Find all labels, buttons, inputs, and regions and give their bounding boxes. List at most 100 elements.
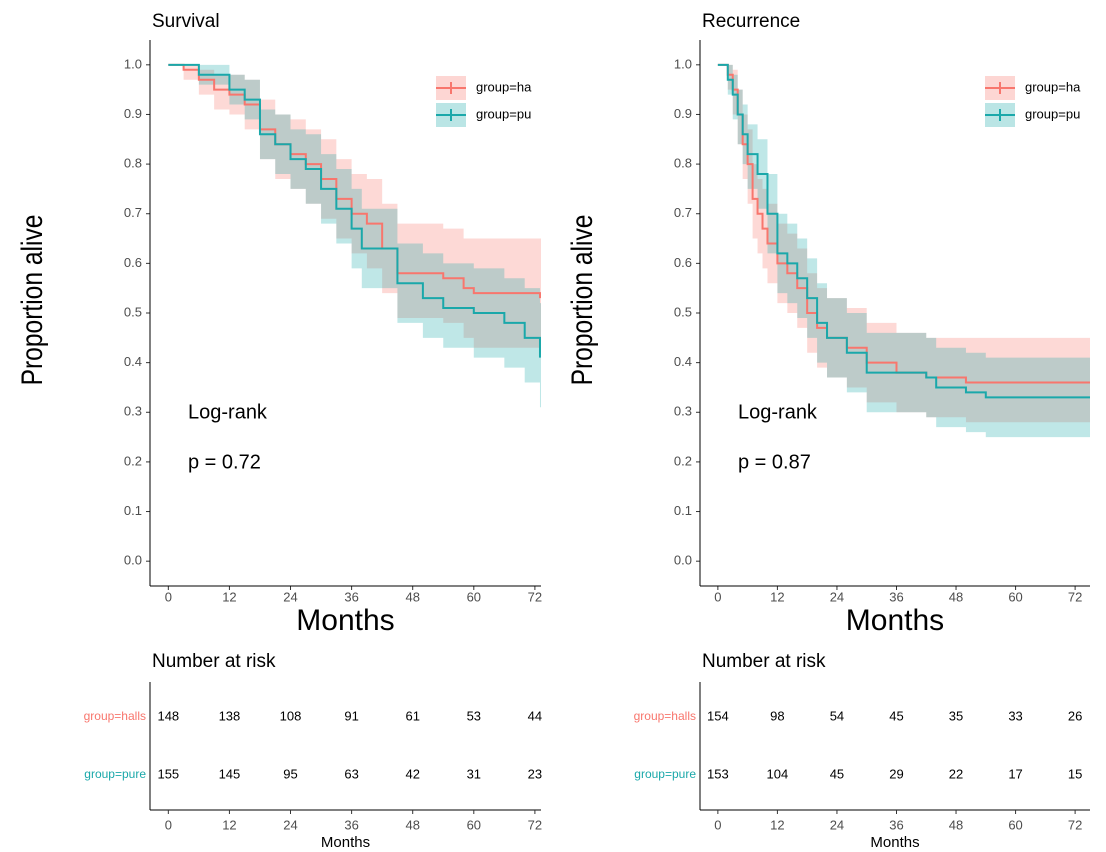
y-tick-label: 1.0	[124, 56, 142, 71]
risk-row-label: group=halls	[634, 709, 696, 723]
risk-count: 153	[707, 766, 729, 781]
risk-count: 138	[219, 708, 241, 723]
risk-count: 98	[770, 708, 784, 723]
y-tick-label: 0.7	[124, 205, 142, 220]
x-tick-label: 0	[165, 589, 172, 604]
risk-count: 26	[1068, 708, 1082, 723]
x-tick-label: 72	[1068, 589, 1082, 604]
risk-row-label: group=pure	[84, 767, 146, 781]
annotation: Log-rank	[738, 401, 818, 423]
risk-count: 148	[157, 708, 179, 723]
y-tick-label: 0.5	[674, 304, 692, 319]
risk-x-tick-label: 48	[405, 817, 419, 832]
y-tick-label: 0.9	[124, 106, 142, 121]
risk-x-tick-label: 0	[165, 817, 172, 832]
risk-table-title: Number at risk	[152, 651, 276, 672]
risk-x-tick-label: 12	[222, 817, 236, 832]
risk-count: 63	[344, 766, 358, 781]
risk-count: 61	[405, 708, 419, 723]
risk-count: 15	[1068, 766, 1082, 781]
y-tick-label: 0.1	[674, 503, 692, 518]
y-tick-label: 0.3	[674, 404, 692, 419]
risk-count: 154	[707, 708, 729, 723]
x-tick-label: 60	[467, 589, 481, 604]
risk-row-label: group=halls	[84, 709, 146, 723]
risk-count: 155	[157, 766, 179, 781]
risk-x-tick-label: 24	[830, 817, 844, 832]
y-tick-label: 0.5	[124, 304, 142, 319]
y-tick-label: 0.0	[674, 553, 692, 568]
risk-x-tick-label: 60	[1008, 817, 1022, 832]
y-axis-label: Proportion alive	[15, 215, 49, 386]
risk-x-tick-label: 0	[714, 817, 721, 832]
risk-count: 91	[344, 708, 358, 723]
annotation: p = 0.72	[188, 451, 261, 473]
risk-x-tick-label: 36	[889, 817, 903, 832]
legend-label: group=ha	[1025, 79, 1081, 94]
y-tick-label: 0.3	[124, 404, 142, 419]
y-tick-label: 0.8	[674, 156, 692, 171]
risk-count: 17	[1008, 766, 1022, 781]
risk-row-label: group=pure	[634, 767, 696, 781]
survival-curve	[717, 63, 1090, 399]
risk-count: 33	[1008, 708, 1022, 723]
risk-x-tick-label: 60	[467, 817, 481, 832]
risk-count: 35	[949, 708, 963, 723]
x-axis-label: Months	[296, 604, 394, 637]
y-tick-label: 0.9	[674, 106, 692, 121]
risk-count: 22	[949, 766, 963, 781]
y-axis-label: Proportion alive	[565, 215, 599, 386]
survival-curve	[168, 63, 541, 358]
risk-count: 45	[889, 708, 903, 723]
risk-count: 44	[528, 708, 542, 723]
risk-table-title: Number at risk	[702, 651, 826, 672]
risk-count: 54	[830, 708, 844, 723]
legend-label: group=ha	[476, 79, 532, 94]
risk-count: 104	[767, 766, 789, 781]
y-tick-label: 0.4	[124, 354, 142, 369]
risk-count: 23	[528, 766, 542, 781]
risk-count: 108	[280, 708, 302, 723]
chart-title: Recurrence	[702, 11, 800, 32]
x-axis-label: Months	[846, 604, 944, 637]
y-tick-label: 0.1	[124, 503, 142, 518]
x-tick-label: 60	[1008, 589, 1022, 604]
risk-x-tick-label: 24	[283, 817, 297, 832]
x-tick-label: 12	[222, 589, 236, 604]
risk-x-tick-label: 48	[949, 817, 963, 832]
y-tick-label: 0.0	[124, 553, 142, 568]
chart-title: Survival	[152, 11, 220, 32]
y-tick-label: 1.0	[674, 56, 692, 71]
x-tick-label: 72	[528, 589, 542, 604]
annotation: Log-rank	[188, 401, 268, 423]
risk-x-tick-label: 72	[528, 817, 542, 832]
x-tick-label: 12	[770, 589, 784, 604]
x-tick-label: 36	[889, 589, 903, 604]
x-tick-label: 0	[714, 589, 721, 604]
y-tick-label: 0.2	[124, 453, 142, 468]
confidence-band	[168, 64, 541, 408]
risk-count: 95	[283, 766, 297, 781]
risk-count: 42	[405, 766, 419, 781]
confidence-band	[717, 64, 1090, 438]
confidence-band	[168, 64, 541, 353]
y-tick-label: 0.6	[674, 255, 692, 270]
legend-label: group=pu	[476, 106, 531, 121]
y-tick-label: 0.2	[674, 453, 692, 468]
risk-count: 29	[889, 766, 903, 781]
risk-count: 53	[467, 708, 481, 723]
x-tick-label: 48	[405, 589, 419, 604]
y-tick-label: 0.6	[124, 255, 142, 270]
y-tick-label: 0.4	[674, 354, 692, 369]
x-tick-label: 24	[283, 589, 297, 604]
annotation: p = 0.87	[738, 451, 811, 473]
confidence-band	[717, 64, 1090, 423]
risk-x-tick-label: 36	[344, 817, 358, 832]
y-tick-label: 0.8	[124, 156, 142, 171]
risk-x-axis-label: Months	[870, 834, 919, 851]
legend-label: group=pu	[1025, 106, 1080, 121]
x-tick-label: 48	[949, 589, 963, 604]
x-tick-label: 24	[830, 589, 844, 604]
risk-x-axis-label: Months	[321, 834, 370, 851]
